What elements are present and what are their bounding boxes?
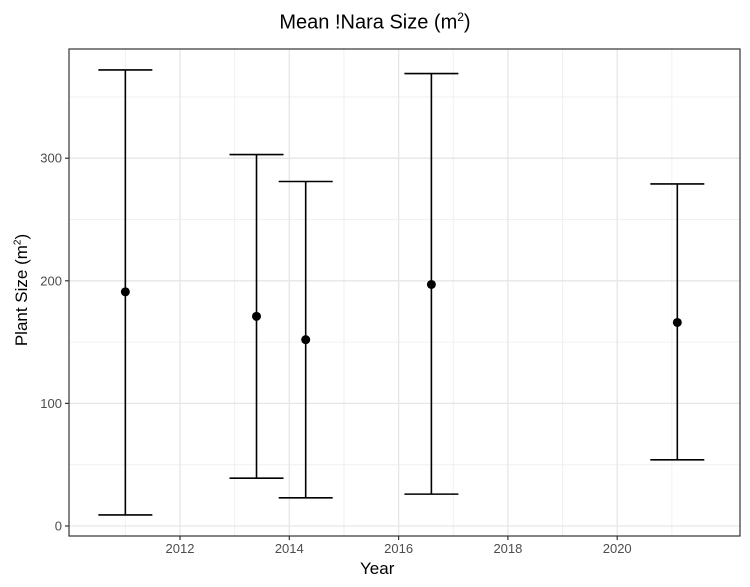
- y-tick-label: 200: [40, 273, 62, 288]
- panel-border: [68, 48, 741, 537]
- y-tick-label: 0: [55, 519, 62, 534]
- x-tick-label: 2014: [275, 541, 304, 556]
- mean-point: [301, 335, 311, 345]
- major-gridlines: [69, 49, 740, 536]
- x-axis-label: Year: [360, 559, 395, 578]
- x-tick-label: 2012: [166, 541, 195, 556]
- y-tick-label: 100: [40, 396, 62, 411]
- x-tick-label: 2018: [493, 541, 522, 556]
- mean-point: [120, 287, 130, 297]
- mean-point: [252, 311, 262, 321]
- x-tick-label: 2020: [603, 541, 632, 556]
- mean-points: [120, 279, 682, 345]
- mean-point: [672, 317, 682, 327]
- minor-gridlines: [69, 49, 740, 536]
- y-axis-ticks: 0 100 200 300: [40, 151, 69, 534]
- mean-point: [426, 279, 436, 289]
- error-bars: [98, 69, 705, 516]
- x-axis-ticks: 2012 2014 2016 2018 2020: [166, 536, 632, 556]
- chart-title: Mean !Nara Size (m2): [279, 10, 471, 34]
- x-tick-label: 2016: [384, 541, 413, 556]
- y-tick-label: 300: [40, 151, 62, 166]
